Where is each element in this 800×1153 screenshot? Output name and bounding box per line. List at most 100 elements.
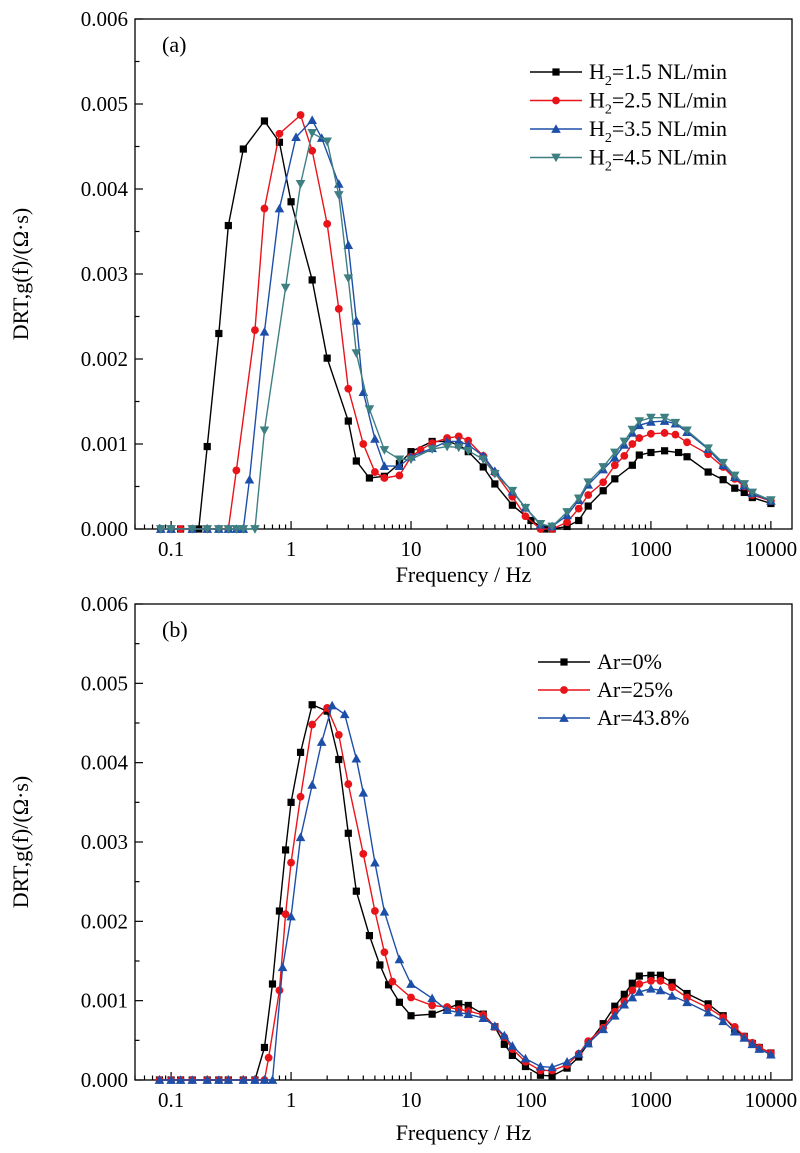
data-point (766, 1049, 776, 1059)
y-tick-label: 0.005 (81, 671, 128, 695)
data-point (187, 525, 198, 534)
data-point (463, 440, 474, 449)
y-tick-label: 0.005 (81, 92, 128, 116)
data-point (154, 1075, 165, 1084)
legend-label-main: H (589, 59, 605, 84)
data-point (295, 832, 306, 842)
legend-label: Ar=25% (597, 677, 673, 702)
data-point (388, 977, 397, 986)
data-point (610, 1010, 620, 1020)
data-point (647, 976, 655, 985)
data-point (275, 907, 284, 915)
data-point (351, 349, 362, 358)
legend-label-sub: 2 (605, 160, 612, 175)
data-point (747, 1039, 758, 1049)
data-point (215, 329, 223, 338)
data-point (202, 525, 213, 534)
data-point (343, 274, 354, 284)
data-point (322, 137, 332, 147)
legend-label-rest: =2.5 NL/min (612, 88, 727, 113)
data-point (739, 480, 750, 489)
y-axis-title: DRT,g(f)/(Ω·s) (8, 776, 33, 909)
data-point (307, 115, 317, 124)
data-point (323, 219, 332, 228)
data-point (479, 463, 487, 471)
data-point (704, 468, 712, 476)
legend-label-sub: 2 (605, 103, 612, 118)
y-tick-label: 0.001 (81, 432, 128, 456)
panel-label: (b) (162, 617, 188, 642)
legend-label: H2=3.5 NL/min (589, 116, 727, 146)
data-point (260, 1043, 269, 1052)
data-point (407, 448, 415, 456)
data-point (562, 508, 572, 517)
data-point (599, 1020, 607, 1028)
legend-label: H2=4.5 NL/min (589, 145, 727, 175)
data-point (343, 240, 354, 249)
data-point (628, 461, 636, 469)
data-point (428, 1001, 437, 1010)
data-point (406, 455, 416, 465)
data-point (379, 461, 390, 470)
data-point (547, 522, 557, 532)
data-point (223, 525, 234, 534)
data-point (370, 857, 380, 867)
legend-label-rest: =3.5 NL/min (612, 116, 727, 141)
data-point (352, 887, 360, 895)
data-point (344, 780, 353, 788)
data-point (395, 471, 404, 480)
legend-label-sub: 2 (605, 131, 612, 146)
legend-marker (560, 686, 568, 694)
data-point (344, 829, 352, 837)
data-point (490, 469, 500, 479)
data-point (351, 315, 362, 325)
x-tick-label: 10000 (745, 537, 798, 561)
data-point (599, 487, 607, 495)
data-point (291, 132, 301, 141)
data-point (281, 846, 290, 854)
series-line (159, 706, 772, 1081)
data-point (584, 502, 592, 510)
data-point (575, 516, 583, 525)
data-point (634, 417, 645, 426)
data-point (394, 461, 405, 470)
x-tick-label: 100 (515, 1088, 547, 1112)
legend-label: H2=1.5 NL/min (589, 59, 727, 89)
data-point (573, 1049, 584, 1058)
legend-label-main: Ar=0% (597, 649, 662, 674)
data-point (333, 191, 344, 200)
data-point (598, 463, 608, 472)
data-point (376, 961, 384, 969)
data-point (308, 720, 317, 729)
data-point (740, 488, 748, 497)
data-point (287, 858, 295, 867)
data-point (427, 993, 437, 1003)
data-point (668, 978, 676, 987)
data-point (647, 448, 655, 457)
data-point (656, 971, 665, 979)
data-point (704, 1000, 712, 1008)
x-tick-label: 0.1 (158, 537, 184, 561)
data-point (584, 491, 593, 499)
data-point (316, 737, 327, 746)
x-tick-label: 1 (286, 1088, 297, 1112)
data-point (239, 145, 247, 153)
data-point (548, 1072, 556, 1080)
data-point (656, 976, 665, 985)
data-point (655, 985, 666, 995)
data-point (359, 850, 368, 858)
data-point (214, 1075, 224, 1084)
data-point (682, 426, 692, 436)
data-point (547, 1062, 557, 1072)
x-axis-title: Frequency / Hz (396, 1120, 532, 1145)
data-point (406, 979, 416, 988)
data-point (251, 326, 259, 334)
data-point (610, 448, 620, 458)
data-point (277, 962, 288, 972)
data-point (187, 1075, 198, 1084)
data-point (407, 993, 415, 1002)
data-point (379, 446, 390, 455)
data-point (491, 480, 499, 488)
legend-label-main: Ar=43.8% (597, 705, 689, 730)
